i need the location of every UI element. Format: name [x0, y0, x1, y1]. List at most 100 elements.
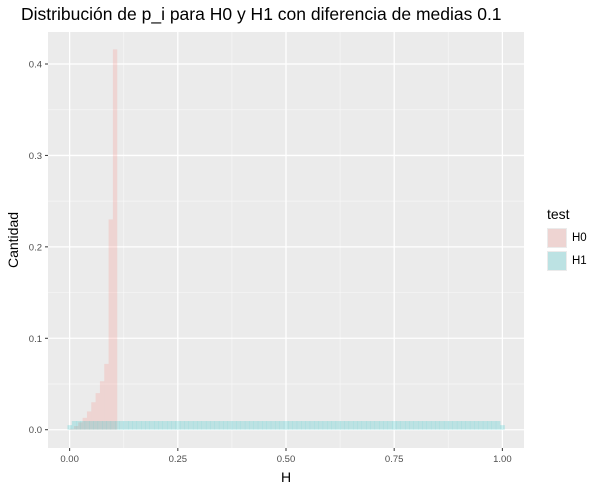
bar-h1-97 [487, 421, 492, 430]
bar-h0-9 [108, 219, 113, 430]
x-axis-label: H [281, 469, 291, 485]
bar-h1-13 [123, 421, 129, 430]
bar-h1-90 [456, 421, 462, 430]
bar-h1-2 [76, 421, 81, 430]
bar-h1-22 [162, 421, 168, 430]
bar-h0-0 [69, 428, 74, 430]
bar-h1-44 [257, 421, 263, 430]
legend-key-h0 [547, 228, 567, 248]
bar-h1-63 [340, 421, 345, 430]
bar-h1-37 [227, 421, 233, 430]
bar-h1-18 [145, 421, 150, 430]
legend-swatch-h0 [548, 229, 566, 247]
bar-h1-83 [426, 421, 432, 430]
y-axis: 0.0 0.1 0.2 0.3 0.4 [29, 60, 48, 436]
legend-title: test [547, 206, 570, 222]
x-tick-label: 1.00 [493, 454, 512, 465]
bar-h1-59 [322, 421, 328, 430]
bar-h1-56 [309, 421, 315, 430]
y-tick-label: 0.2 [29, 242, 42, 253]
bar-h1-14 [128, 421, 133, 430]
bar-h1-80 [413, 421, 419, 430]
x-tick-label: 0.00 [60, 454, 79, 465]
bar-h1-5 [89, 421, 94, 430]
bar-h1-12 [119, 421, 125, 430]
bar-h1-57 [314, 421, 319, 430]
bar-h1-16 [136, 421, 142, 430]
bar-h1-6 [93, 421, 99, 430]
bar-h1-58 [318, 421, 324, 430]
bar-h1-48 [275, 421, 280, 430]
bar-h1-73 [383, 421, 388, 430]
bar-h1-19 [149, 421, 155, 430]
bar-h1-69 [366, 421, 371, 430]
legend-label-h1: H1 [572, 255, 587, 267]
bar-h0-10 [112, 49, 118, 430]
bar-h1-11 [115, 421, 120, 430]
bar-h1-76 [396, 421, 401, 430]
bar-h1-3 [80, 421, 86, 430]
bar-h1-24 [171, 421, 176, 430]
bar-h1-81 [417, 421, 423, 430]
bar-h0-7 [99, 381, 105, 430]
bar-h1-0 [67, 425, 73, 430]
legend-key-h1 [547, 251, 567, 271]
bar-h1-10 [110, 421, 116, 430]
x-axis: 0.00 0.25 0.50 0.75 1.00 [60, 448, 512, 465]
bar-h1-29 [192, 421, 198, 430]
bar-h1-66 [353, 421, 358, 430]
bar-h1-75 [392, 421, 397, 430]
bar-h1-7 [97, 421, 103, 430]
bar-h1-40 [240, 421, 246, 430]
bar-h1-26 [179, 421, 185, 430]
bar-h1-53 [296, 421, 302, 430]
bar-h1-77 [400, 421, 406, 430]
bar-h1-31 [201, 421, 207, 430]
bar-h1-55 [305, 421, 311, 430]
bar-h1-88 [448, 421, 453, 430]
bar-h1-98 [491, 421, 497, 430]
bar-h1-60 [327, 421, 332, 430]
bar-h1-51 [288, 421, 293, 430]
bar-h0-1 [73, 426, 79, 430]
bar-h1-68 [361, 421, 367, 430]
bar-h1-4 [84, 421, 90, 430]
bar-h1-1 [71, 421, 77, 430]
bar-h1-20 [154, 421, 159, 430]
bar-h1-94 [474, 421, 479, 430]
bar-h1-47 [270, 421, 276, 430]
bar-h1-46 [266, 421, 272, 430]
bar-h1-93 [469, 421, 475, 430]
bar-h1-84 [430, 421, 436, 430]
bar-h1-82 [422, 421, 427, 430]
bar-h1-92 [465, 421, 471, 430]
bar-h1-23 [167, 421, 172, 430]
bar-h1-41 [244, 421, 250, 430]
y-axis-label: Cantidad [5, 212, 21, 268]
bar-h1-34 [214, 421, 220, 430]
bar-h1-30 [197, 421, 202, 430]
x-tick-label: 0.50 [277, 454, 296, 465]
legend-label-h0: H0 [572, 232, 587, 244]
y-tick-label: 0.1 [29, 334, 42, 345]
bar-h1-35 [218, 421, 224, 430]
chart-title: Distribución de p_i para H0 y H1 con dif… [21, 4, 502, 24]
bar-h1-95 [478, 421, 484, 430]
bar-h1-65 [348, 421, 354, 430]
bar-h0-2 [78, 422, 83, 430]
bar-h1-74 [387, 421, 393, 430]
bar-h1-27 [184, 421, 189, 430]
bar-h1-9 [106, 421, 112, 430]
bar-h0-5 [91, 402, 96, 430]
bar-h1-28 [188, 421, 194, 430]
y-tick-label: 0.0 [29, 425, 42, 436]
legend: test H0 H1 [547, 206, 587, 273]
bar-h1-85 [435, 421, 440, 430]
bar-h1-91 [461, 421, 466, 430]
bar-h1-72 [379, 421, 384, 430]
bar-h0-6 [95, 393, 100, 430]
bar-h1-32 [205, 421, 211, 430]
bar-h0-8 [104, 363, 109, 430]
bar-h0-3 [82, 417, 87, 430]
